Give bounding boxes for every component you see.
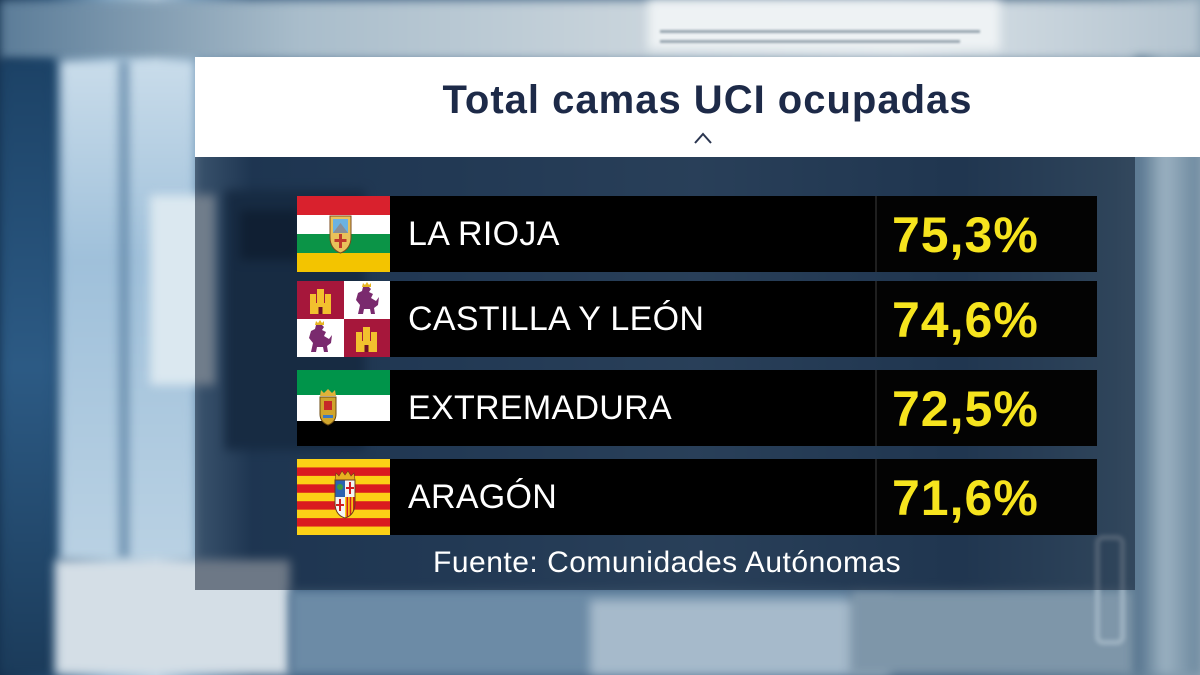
- aragon-flag-icon: [297, 459, 390, 535]
- source-note: Fuente: Comunidades Autónomas: [433, 546, 902, 579]
- chevron-up-icon: [694, 132, 712, 144]
- background-wall-sign-line: [660, 30, 980, 33]
- extremadura-flag-icon: [297, 370, 390, 446]
- value-cell: 74,6%: [875, 281, 1097, 357]
- occupancy-value: 71,6%: [892, 470, 1039, 526]
- la-rioja-flag-icon: [297, 196, 390, 272]
- region-name: CASTILLA Y LEÓN: [390, 281, 875, 357]
- region-name: LA RIOJA: [390, 196, 875, 272]
- background-floor-right: [850, 590, 1135, 675]
- occupancy-value: 75,3%: [892, 207, 1039, 263]
- chart-title: Total camas UCI ocupadas: [442, 78, 973, 122]
- background-bed: [590, 600, 890, 675]
- background-door: [1135, 57, 1200, 675]
- region-row: ARAGÓN 71,6%: [297, 459, 1097, 535]
- castilla-y-leon-flag-icon: [297, 281, 390, 357]
- background-window-frame: [120, 60, 128, 560]
- value-cell: 72,5%: [875, 370, 1097, 446]
- region-name: ARAGÓN: [390, 459, 875, 535]
- background-wall-sign-line: [660, 40, 960, 43]
- region-row: LA RIOJA 75,3%: [297, 196, 1097, 272]
- region-row: CASTILLA Y LEÓN 74,6%: [297, 281, 1097, 357]
- occupancy-value: 74,6%: [892, 292, 1039, 348]
- occupancy-value: 72,5%: [892, 381, 1039, 437]
- title-banner: Total camas UCI ocupadas: [195, 57, 1200, 157]
- background-glass-door: [0, 60, 55, 675]
- region-name: EXTREMADURA: [390, 370, 875, 446]
- value-cell: 75,3%: [875, 196, 1097, 272]
- background-ceiling: [0, 0, 1200, 60]
- region-row: EXTREMADURA 72,5%: [297, 370, 1097, 446]
- value-cell: 71,6%: [875, 459, 1097, 535]
